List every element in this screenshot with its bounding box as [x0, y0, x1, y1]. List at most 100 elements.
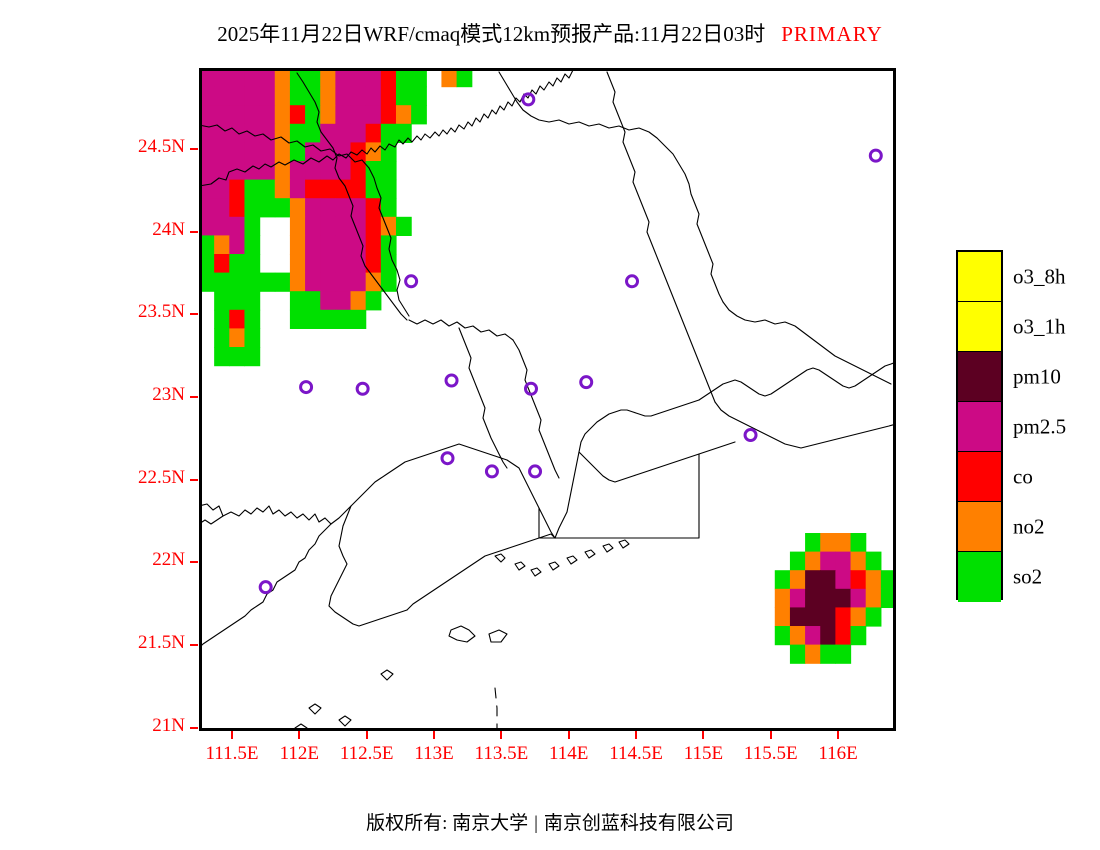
grid-cell — [350, 142, 367, 162]
grid-cell — [214, 86, 230, 106]
x-tick-label: 113E — [414, 743, 454, 764]
grid-cell — [305, 142, 321, 162]
grid-cell — [335, 309, 352, 329]
grid-cell — [350, 291, 367, 311]
grid-cell — [274, 86, 291, 106]
grid-cell — [229, 86, 246, 106]
legend-swatch-o3-1h[interactable]: o3_1h — [958, 302, 1066, 352]
grid-cell — [320, 68, 336, 88]
grid-cell — [350, 309, 367, 329]
legend-swatch-no2[interactable]: no2 — [958, 502, 1045, 552]
x-tick-label: 116E — [818, 743, 858, 764]
grid-cell — [320, 105, 336, 125]
station-marker[interactable] — [484, 464, 499, 479]
grid-cell — [774, 588, 791, 609]
grid-cell — [244, 142, 261, 162]
y-tick-label: 21N — [152, 714, 185, 736]
x-tick-mark — [702, 731, 705, 739]
station-marker[interactable] — [524, 381, 538, 396]
grid-cell — [850, 533, 867, 553]
grid-cell — [289, 309, 306, 329]
station-marker[interactable] — [625, 274, 640, 289]
y-tick-label: 23N — [152, 384, 185, 406]
station-marker[interactable] — [355, 381, 370, 396]
grid-cell — [229, 68, 246, 88]
station-marker[interactable] — [404, 274, 419, 289]
grid-cell — [335, 123, 352, 143]
grid-cell — [880, 588, 896, 609]
grid-cell — [289, 123, 306, 143]
grid-cell — [229, 161, 246, 181]
legend-label: pm2.5 — [1013, 414, 1067, 438]
station-marker[interactable] — [579, 375, 594, 390]
legend-label: co — [1013, 464, 1033, 488]
y-tick-mark — [190, 313, 198, 316]
grid-cell — [789, 588, 806, 609]
grid-cell — [214, 309, 230, 329]
legend-swatch-co[interactable]: co — [958, 452, 1033, 502]
grid-cell — [835, 588, 852, 609]
grid-cell — [365, 291, 382, 311]
pollutant-grid-cells — [199, 68, 896, 664]
grid-cell — [335, 291, 352, 311]
grid-cell — [244, 179, 261, 199]
title-main-text: 2025年11月22日WRF/cmaq模式12km预报产品:11月22日03时 — [217, 22, 766, 46]
grid-cell — [350, 272, 367, 292]
station-marker[interactable] — [521, 92, 536, 107]
title-primary-text: PRIMARY — [781, 22, 883, 46]
grid-cell — [199, 235, 215, 255]
grid-cell — [380, 161, 397, 181]
grid-cell — [259, 198, 276, 218]
grid-cell — [305, 105, 321, 125]
grid-cell — [365, 68, 382, 88]
grid-cell — [850, 570, 867, 590]
grid-cell — [229, 347, 246, 367]
station-marker[interactable] — [528, 464, 543, 479]
coastline — [199, 361, 896, 649]
grid-cell — [289, 198, 306, 218]
x-tick-mark — [365, 731, 368, 739]
grid-cell — [320, 309, 336, 329]
grid-cell — [320, 272, 336, 292]
grid-cell — [274, 68, 291, 88]
grid-cell — [320, 254, 336, 274]
grid-cell — [289, 235, 306, 255]
station-marker[interactable] — [743, 428, 758, 443]
grid-cell — [350, 105, 367, 125]
grid-cell — [350, 198, 367, 218]
legend-swatch-o3-8h[interactable]: o3_8h — [958, 252, 1066, 302]
grid-cell — [365, 272, 382, 292]
monitoring-stations[interactable] — [258, 92, 896, 595]
grid-cell — [214, 123, 230, 143]
legend-swatch-pm10[interactable]: pm10 — [958, 352, 1061, 402]
grid-cell — [305, 309, 321, 329]
station-marker[interactable] — [868, 148, 883, 163]
administrative-borders — [199, 69, 896, 731]
legend-swatch-so2[interactable]: so2 — [958, 552, 1042, 602]
grid-cell — [259, 123, 276, 143]
grid-cell — [395, 86, 412, 106]
grid-cell — [199, 142, 215, 162]
grid-cell — [214, 216, 230, 236]
grid-cell — [365, 235, 382, 255]
station-marker[interactable] — [444, 373, 459, 388]
grid-cell — [805, 570, 821, 590]
legend[interactable]: o3_8h o3_1h pm10 pm2.5 co no2 so2 — [956, 250, 1066, 602]
grid-cell — [229, 328, 246, 348]
grid-cell — [274, 179, 291, 199]
station-marker[interactable] — [299, 380, 314, 395]
grid-cell — [380, 68, 397, 88]
grid-cell — [244, 272, 261, 292]
grid-cell — [214, 68, 230, 88]
x-tick-label: 114E — [549, 743, 589, 764]
grid-cell — [244, 347, 261, 367]
legend-swatch-pm2-5[interactable]: pm2.5 — [958, 402, 1066, 452]
grid-cell — [380, 123, 397, 143]
grid-cell — [774, 570, 791, 590]
grid-cell — [199, 198, 215, 218]
map-plot-area[interactable] — [199, 68, 896, 731]
station-marker[interactable] — [258, 580, 273, 595]
station-marker[interactable] — [440, 451, 455, 466]
grid-cell — [365, 179, 382, 199]
grid-cell — [199, 216, 215, 236]
